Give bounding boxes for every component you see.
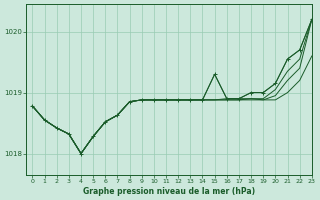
X-axis label: Graphe pression niveau de la mer (hPa): Graphe pression niveau de la mer (hPa): [83, 187, 255, 196]
